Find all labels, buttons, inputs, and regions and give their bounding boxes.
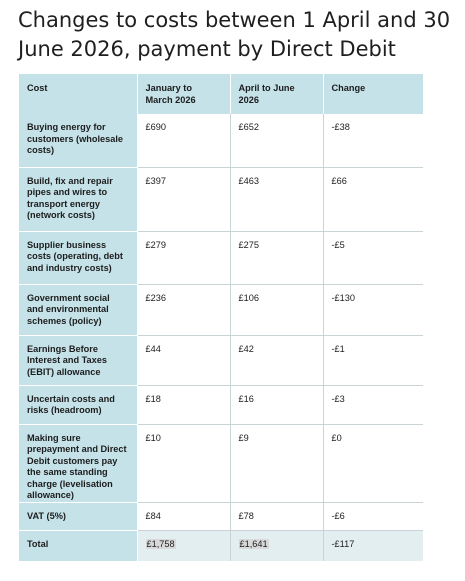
table-row: Supplier business costs (operating, debt… (19, 231, 423, 285)
jan-mar-value: £44 (137, 335, 231, 386)
jan-mar-value: £236 (137, 284, 231, 336)
change-value: -£6 (323, 502, 423, 532)
apr-jun-value: £106 (230, 284, 324, 336)
table-row-total: Total £1,758 £1,641 -£117 (19, 530, 423, 561)
apr-jun-total: £1,641 (230, 530, 324, 561)
jan-mar-value: £10 (137, 424, 231, 504)
table-row: Earnings Before Interest and Taxes (EBIT… (19, 335, 423, 386)
table-row: Government social and environmental sche… (19, 284, 423, 336)
apr-jun-value: £463 (230, 167, 324, 232)
apr-jun-value: £652 (230, 114, 324, 168)
jan-mar-value: £397 (137, 167, 231, 232)
jan-mar-value: £84 (137, 502, 231, 532)
apr-jun-total-value: £1,641 (238, 539, 269, 550)
row-label: Earnings Before Interest and Taxes (EBIT… (19, 335, 138, 386)
jan-mar-value: £279 (137, 231, 231, 285)
table-row: Build, fix and repair pipes and wires to… (19, 167, 423, 232)
row-label: Supplier business costs (operating, debt… (19, 231, 138, 285)
change-value: -£1 (323, 335, 423, 386)
column-header-apr-jun: April to June 2026 (230, 74, 324, 114)
change-value: -£3 (323, 385, 423, 425)
change-value: -£38 (323, 114, 423, 168)
page-title: Changes to costs between 1 April and 30 … (18, 8, 451, 61)
table-header-row: Cost January to March 2026 April to June… (19, 74, 423, 114)
row-label: Buying energy for customers (wholesale c… (19, 114, 138, 168)
apr-jun-value: £78 (230, 502, 324, 532)
table-row: Buying energy for customers (wholesale c… (19, 114, 423, 168)
jan-mar-value: £18 (137, 385, 231, 425)
jan-mar-value: £690 (137, 114, 231, 168)
apr-jun-value: £42 (230, 335, 324, 386)
jan-mar-total: £1,758 (137, 530, 231, 561)
costs-table: Cost January to March 2026 April to June… (19, 74, 423, 561)
table-row: VAT (5%) £84 £78 -£6 (19, 502, 423, 532)
column-header-cost: Cost (19, 74, 138, 114)
row-label: Government social and environmental sche… (19, 284, 138, 336)
change-total: -£117 (323, 530, 423, 561)
change-value: £0 (323, 424, 423, 504)
row-label: Making sure prepayment and Direct Debit … (19, 424, 138, 504)
apr-jun-value: £275 (230, 231, 324, 285)
total-label: Total (19, 530, 138, 561)
jan-mar-total-value: £1,758 (145, 539, 176, 550)
apr-jun-value: £9 (230, 424, 324, 504)
column-header-jan-mar: January to March 2026 (137, 74, 231, 114)
row-label: VAT (5%) (19, 502, 138, 532)
row-label: Build, fix and repair pipes and wires to… (19, 167, 138, 232)
table-row: Making sure prepayment and Direct Debit … (19, 424, 423, 504)
change-value: £66 (323, 167, 423, 232)
table-row: Uncertain costs and risks (headroom) £18… (19, 385, 423, 425)
change-value: -£130 (323, 284, 423, 336)
change-value: -£5 (323, 231, 423, 285)
column-header-change: Change (323, 74, 423, 114)
row-label: Uncertain costs and risks (headroom) (19, 385, 138, 425)
apr-jun-value: £16 (230, 385, 324, 425)
